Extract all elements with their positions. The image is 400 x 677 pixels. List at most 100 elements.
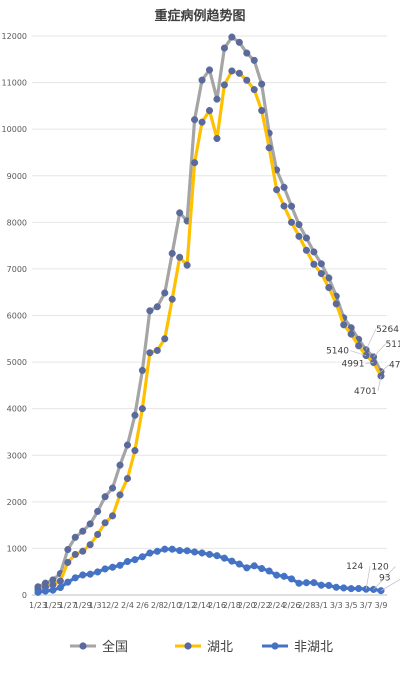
data-label-leader [377, 375, 382, 392]
grid [32, 35, 387, 596]
data-point [168, 249, 176, 257]
data-point [94, 530, 102, 538]
data-point [56, 577, 64, 585]
chart-title: 重症病例趋势图 [154, 8, 245, 24]
data-label: 93 [379, 574, 390, 584]
x-tick-label: 2/22 [253, 601, 271, 610]
data-point [228, 67, 236, 75]
data-point [64, 558, 72, 566]
data-point [220, 44, 228, 52]
data-label: 124 [346, 562, 363, 572]
legend-label: 非湖北 [294, 640, 333, 655]
data-point [138, 405, 146, 413]
data-point [213, 552, 221, 560]
x-tick-label: 2/18 [223, 601, 241, 610]
data-point [235, 38, 243, 46]
y-tick-label: 9000 [7, 172, 27, 181]
data-point [302, 246, 310, 254]
data-point [228, 33, 236, 41]
data-point [362, 352, 370, 360]
data-point [153, 303, 161, 311]
y-tick-label: 10000 [2, 125, 27, 134]
x-tick-label: 1/29 [74, 601, 92, 610]
data-point [49, 586, 57, 594]
data-point [79, 547, 87, 555]
data-point [235, 560, 243, 568]
data-point [198, 549, 206, 557]
data-point [146, 349, 154, 357]
data-point [116, 561, 124, 569]
data-point [79, 527, 87, 535]
data-point [123, 557, 132, 566]
x-tick-label: 2/2 [106, 601, 119, 610]
data-point [123, 474, 132, 483]
data-point [273, 571, 281, 579]
data-point [168, 295, 176, 303]
x-tick-label: 2/10 [163, 601, 181, 610]
y-axis: 0 1000 2000 3000 4000 5000 6000 7000 8000 9000 100… [2, 32, 27, 600]
x-tick-label: 2/28 [297, 601, 315, 610]
data-point [317, 270, 325, 278]
data-point [258, 564, 266, 573]
data-label: 4701 [354, 387, 377, 397]
data-point [310, 260, 318, 268]
data-label: 4794 [389, 361, 400, 371]
data-label-leader [365, 362, 374, 364]
data-labels: 5264 5111 4794 5140 4991 4701 124 120 93 [326, 325, 400, 591]
data-point [213, 95, 221, 103]
x-tick-label: 2/20 [238, 601, 256, 610]
data-point [235, 69, 243, 77]
data-point [250, 56, 258, 64]
data-point [265, 144, 273, 152]
data-label: 5264 [376, 325, 399, 335]
data-point [101, 493, 109, 501]
data-point [287, 575, 296, 583]
data-point [176, 547, 184, 555]
data-label-leader [380, 579, 400, 591]
legend-label: 湖北 [207, 640, 233, 655]
y-tick-label: 11000 [2, 79, 27, 88]
data-point [287, 202, 296, 210]
x-tick-label: 1/27 [59, 601, 77, 610]
data-point [153, 346, 161, 354]
series-layer [34, 33, 385, 596]
x-tick-label: 1/31 [89, 601, 107, 610]
data-point [340, 321, 348, 329]
x-tick-label: 2/26 [283, 601, 301, 610]
data-point [332, 300, 340, 308]
data-point [34, 588, 42, 596]
data-point [355, 584, 363, 593]
data-point [250, 86, 258, 94]
x-tick-label: 3/9 [375, 601, 388, 610]
data-point [325, 274, 333, 282]
x-tick-label: 2/6 [136, 601, 149, 610]
x-tick-label: 3/1 [315, 601, 328, 610]
data-point [131, 447, 139, 455]
x-tick-label: 3/3 [330, 601, 343, 610]
data-point [161, 545, 169, 553]
x-tick-label: 2/14 [193, 601, 211, 610]
data-point [310, 579, 318, 587]
data-point [153, 547, 161, 555]
y-tick-label: 0 [22, 591, 27, 600]
data-point [340, 584, 348, 592]
legend-item-2: 非湖北 [262, 640, 333, 655]
data-point [317, 581, 325, 589]
data-point [228, 557, 236, 565]
data-point [317, 260, 325, 268]
data-point [131, 411, 139, 419]
data-point [64, 578, 72, 586]
legend-marker [184, 642, 192, 650]
data-point [295, 221, 303, 229]
data-point [41, 587, 50, 595]
data-point [94, 568, 102, 576]
data-point [280, 202, 288, 210]
data-point [205, 106, 214, 115]
data-point [176, 253, 184, 261]
y-tick-label: 1000 [7, 544, 27, 553]
y-tick-label: 6000 [7, 312, 27, 321]
data-point [205, 66, 214, 74]
data-point [64, 545, 72, 554]
x-tick-label: 3/5 [345, 601, 358, 610]
data-label-leader [365, 566, 371, 590]
